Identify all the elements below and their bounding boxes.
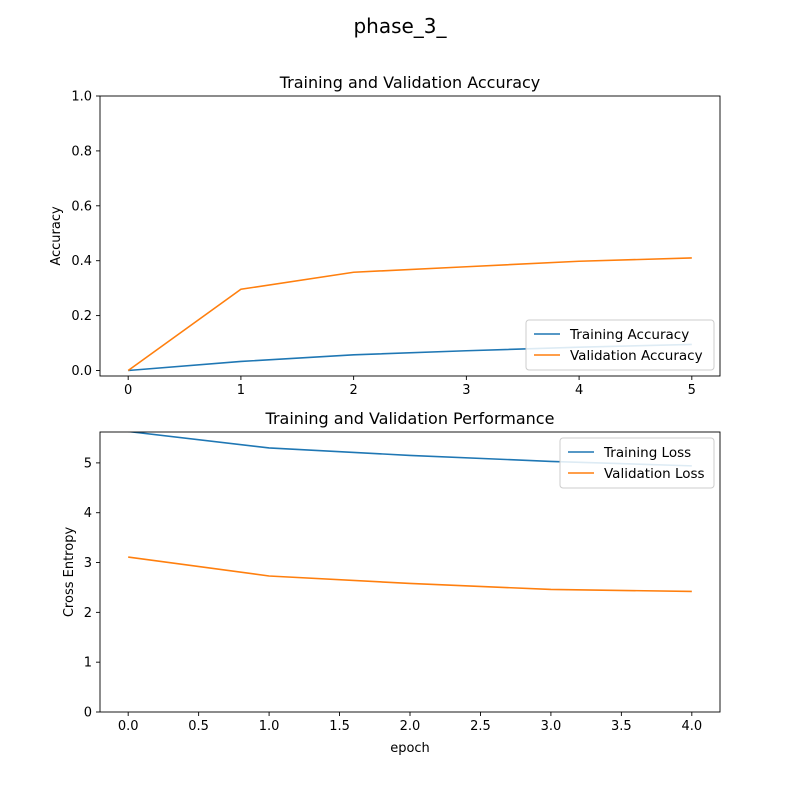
loss-plot-area: 0.0 0.5 1.0 1.5 2.0 2.5 3.0 3.5 4.0 0 1 2 3 4 5 Trainin… [84, 431, 721, 734]
x-tick-label: 5 [688, 383, 696, 398]
x-tick-label: 2 [349, 383, 357, 398]
x-tick-label: 1.5 [329, 719, 350, 734]
x-tick-label: 0.0 [118, 719, 139, 734]
accuracy-chart: Training and Validation Accuracy Accurac… [49, 73, 721, 398]
y-tick-label: 0 [84, 706, 92, 721]
legend: Training Accuracy Validation Accuracy [525, 319, 715, 371]
legend: Training Loss Validation Loss [559, 437, 715, 489]
y-tick-label: 1 [84, 656, 92, 671]
x-tick-label: 2.0 [400, 719, 421, 734]
loss-chart-title: Training and Validation Performance [265, 409, 555, 428]
series-line-validation [127, 257, 692, 372]
y-tick-label: 0.0 [71, 364, 92, 379]
x-tick-label: 3.0 [541, 719, 562, 734]
accuracy-plot-area: 0 1 2 3 4 5 0.0 0.2 0.4 0.6 0.8 1.0 Training Accurac… [71, 90, 721, 398]
y-tick-label: 5 [84, 456, 92, 471]
x-tick-label: 3.5 [611, 719, 632, 734]
loss-y-axis-label: Cross Entropy [62, 527, 77, 618]
legend-box [559, 437, 715, 489]
y-tick-label: 2 [84, 606, 92, 621]
y-tick-label: 3 [84, 556, 92, 571]
legend-entry: Validation Loss [604, 466, 705, 482]
x-tick-label: 0.5 [188, 719, 209, 734]
figure-suptitle: phase_3_ [353, 14, 447, 38]
x-tick-label: 4 [575, 383, 583, 398]
loss-x-axis-label: epoch [390, 741, 430, 756]
axes-frame [99, 95, 721, 377]
y-tick-label: 1.0 [71, 90, 92, 105]
y-tick-label: 0.4 [71, 254, 92, 269]
x-tick-label: 4.0 [681, 719, 702, 734]
legend-box [525, 319, 715, 371]
legend-entry: Validation Accuracy [570, 348, 703, 364]
x-tick-label: 1.0 [259, 719, 280, 734]
accuracy-chart-title: Training and Validation Accuracy [279, 73, 541, 92]
x-tick-label: 3 [462, 383, 470, 398]
x-tick-label: 2.5 [470, 719, 491, 734]
legend-entry: Training Loss [603, 445, 691, 461]
y-tick-label: 0.8 [71, 144, 92, 159]
y-tick-label: 4 [84, 506, 92, 521]
series-line-validation [128, 556, 692, 593]
y-tick-label: 0.2 [71, 309, 92, 324]
x-tick-label: 0 [124, 383, 132, 398]
legend-entry: Training Accuracy [569, 327, 689, 343]
loss-chart: Training and Validation Performance Cros… [62, 409, 721, 756]
y-tick-label: 0.6 [71, 199, 92, 214]
accuracy-y-axis-label: Accuracy [49, 206, 64, 266]
x-tick-label: 1 [237, 383, 245, 398]
